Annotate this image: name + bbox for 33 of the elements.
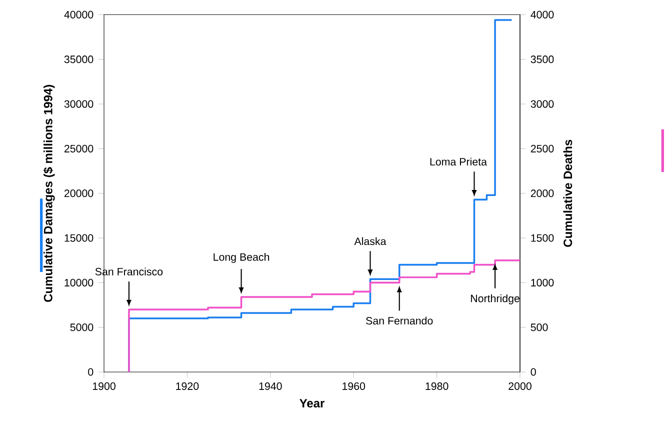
y-tick-label: 35000 xyxy=(64,55,94,63)
x-tick-label: 1980 xyxy=(426,382,448,390)
annotation: Alaska xyxy=(354,237,386,245)
x-tick-label: 1920 xyxy=(176,382,199,390)
y-tick-label: 20000 xyxy=(64,189,94,197)
y2-tick-label: 3500 xyxy=(530,55,554,63)
x-tick-label: 1960 xyxy=(342,382,366,390)
y-axis-title: Cumulative Damages ($ millions 1994) xyxy=(43,84,55,302)
y-tick-label: 10000 xyxy=(64,278,94,286)
annotation: San Fernando xyxy=(366,316,433,324)
y2-tick-label: 500 xyxy=(530,323,548,331)
y2-tick-label: 0 xyxy=(530,368,536,376)
x-axis-title: Year xyxy=(300,398,325,408)
y-tick-label: 25000 xyxy=(64,144,94,152)
annotation: Loma Prieta xyxy=(430,158,487,166)
y-tick-label: 0 xyxy=(88,368,94,376)
x-tick-label: 1900 xyxy=(92,382,116,390)
annotation: Long Beach xyxy=(214,252,270,263)
y2-tick-label: 2000 xyxy=(530,189,554,197)
y2-tick-label: 4000 xyxy=(530,10,554,18)
y2-tick-label: 3000 xyxy=(530,100,554,108)
y-tick-label: 5000 xyxy=(70,323,94,331)
x-tick-label: 2000 xyxy=(508,382,532,390)
y2-axis-title: Cumulative Deaths xyxy=(563,140,572,247)
y-tick-label: 40000 xyxy=(64,10,94,18)
annotation: San Francisco xyxy=(95,267,163,276)
y-tick-label: 15000 xyxy=(64,234,94,242)
y-tick-label: 30000 xyxy=(64,100,94,108)
y2-tick-label: 1500 xyxy=(531,234,554,242)
y2-tick-label: 1000 xyxy=(531,278,554,286)
annotation: Northridge xyxy=(471,294,520,304)
y2-tick-label: 2500 xyxy=(530,144,554,152)
x-tick-label: 1940 xyxy=(259,382,282,390)
